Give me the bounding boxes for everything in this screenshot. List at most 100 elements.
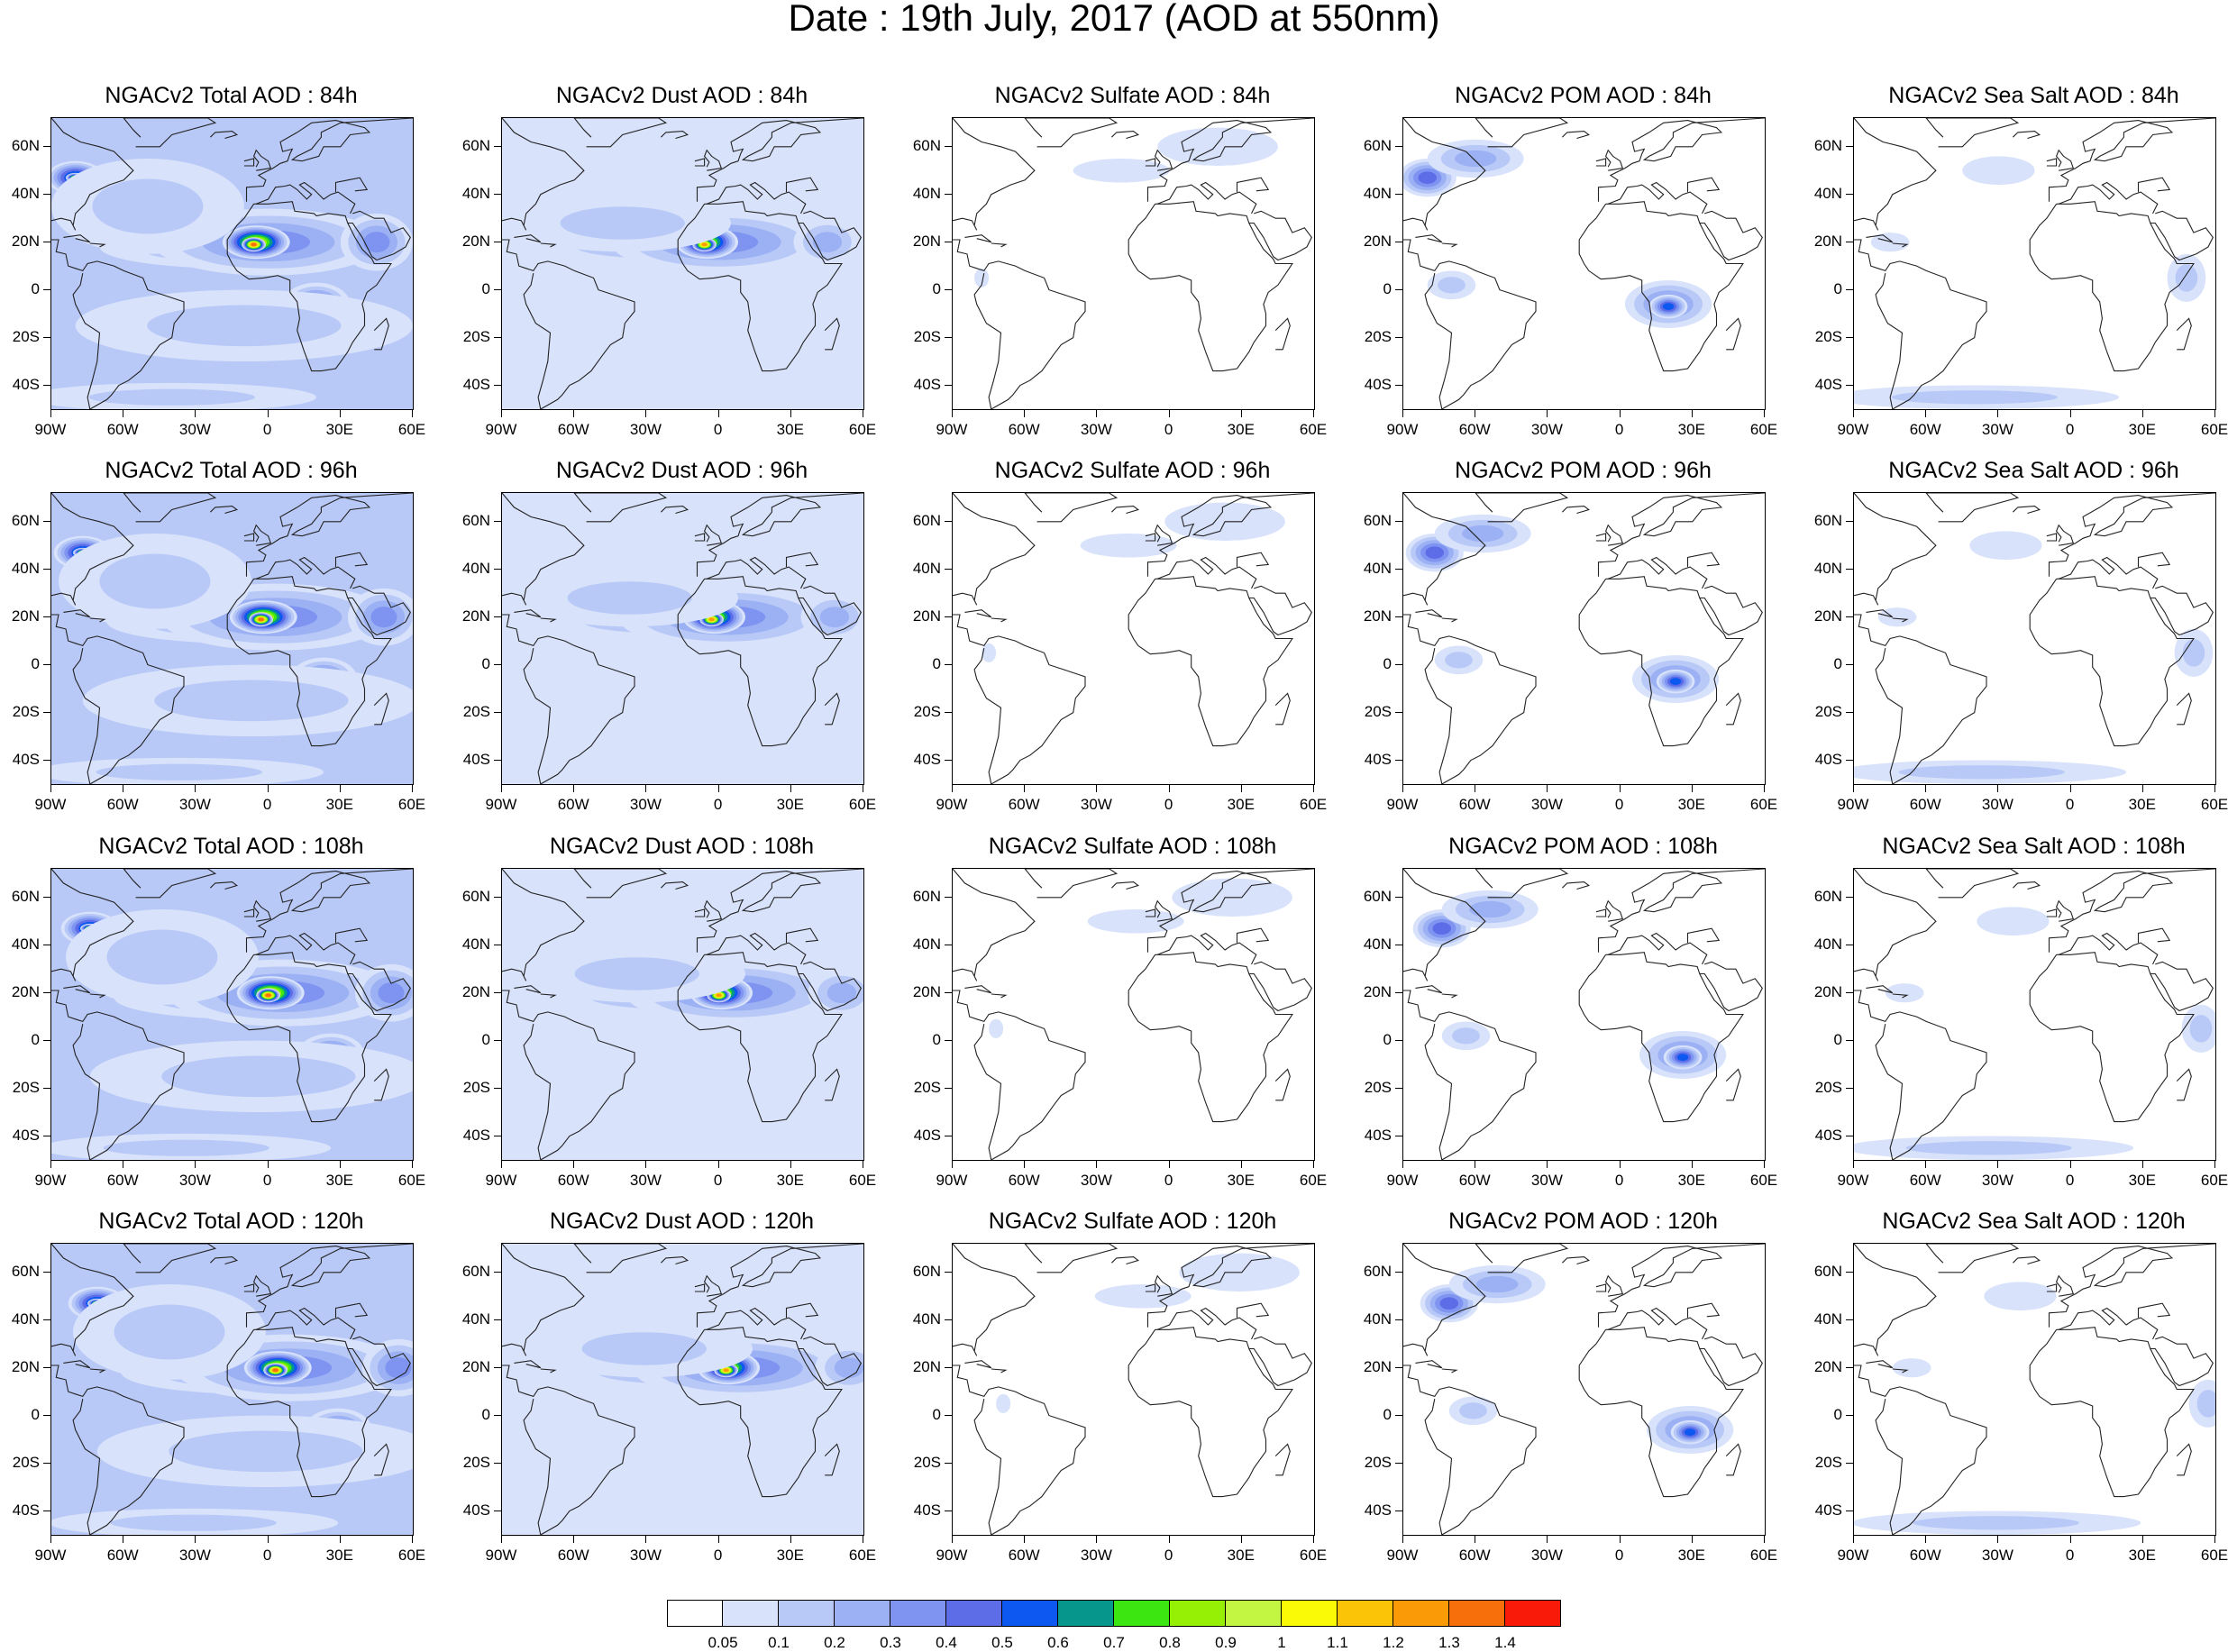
lon-tick [1764, 1161, 1765, 1168]
lon-label: 30W [629, 1547, 662, 1564]
lat-label: 20N [1363, 1357, 1392, 1375]
lat-label: 40N [11, 1310, 40, 1328]
lat-tick [494, 1271, 501, 1273]
map-area [1402, 117, 1766, 410]
lon-tick [2069, 785, 2071, 792]
lat-tick [1395, 991, 1402, 993]
colorbar-cell [835, 1600, 890, 1627]
coastline [1699, 585, 1763, 636]
lat-tick [945, 384, 952, 386]
coastline [2176, 1443, 2192, 1476]
coastline [1145, 158, 1156, 167]
lat-tick [494, 991, 501, 993]
lon-tick [412, 1536, 413, 1543]
colorbar-cell [1058, 1600, 1114, 1627]
lat-label: 60N [912, 511, 941, 529]
coastline [2176, 1068, 2192, 1101]
lon-tick [1997, 1536, 1999, 1543]
coastline [1111, 881, 1140, 890]
coastline [824, 692, 840, 726]
lat-tick [494, 568, 501, 570]
lon-label: 90W [34, 1547, 67, 1564]
lat-label: 20N [1813, 607, 1842, 625]
lon-label: 30W [1981, 421, 2013, 438]
aod-plume [812, 232, 843, 253]
lon-label: 90W [34, 1172, 67, 1189]
lon-label: 60W [1909, 796, 1941, 813]
lat-tick [1846, 896, 1853, 898]
aod-plume [96, 763, 262, 780]
lon-label: 60E [1749, 1547, 1778, 1564]
colorbar-label: 1.3 [1438, 1634, 1460, 1651]
lon-tick [1168, 410, 1170, 417]
lat-tick [43, 336, 50, 338]
coastline [51, 990, 185, 1160]
aod-plume [2175, 264, 2198, 292]
aod-plume [1676, 1054, 1689, 1062]
map-area [501, 1243, 864, 1536]
lon-label: 60W [1458, 1547, 1491, 1564]
coastline [1146, 493, 1314, 577]
lat-tick [945, 1366, 952, 1368]
lat-label: 0 [481, 1405, 490, 1423]
coastline [1111, 131, 1140, 140]
lat-tick [1395, 520, 1402, 522]
map-panel: NGACv2 Total AOD : 108h 60N 40N 20N 0 20S 40S 9… [12, 834, 425, 1189]
aod-plume [147, 305, 342, 347]
map-panel: NGACv2 Dust AOD : 108h 60N 40N 20N 0 20S 40S 90… [462, 834, 876, 1189]
aod-plume [1439, 1297, 1459, 1310]
coastline [2055, 1274, 2075, 1297]
lat-label: 40N [912, 184, 941, 202]
coastline [2150, 961, 2214, 1012]
aod-plume [1438, 277, 1466, 294]
lat-label: 20S [12, 327, 40, 345]
coastline [255, 932, 356, 965]
coastline [2046, 158, 2058, 167]
lat-label: 40N [461, 184, 490, 202]
lon-label: 90W [936, 1172, 968, 1189]
coastline [1578, 1327, 1744, 1498]
lon-tick [1313, 1536, 1314, 1543]
coastline [1248, 210, 1312, 261]
coastline [696, 869, 863, 953]
lon-label: 30E [1677, 421, 1705, 438]
lon-label: 30W [1080, 796, 1112, 813]
coastline [953, 493, 1036, 606]
aod-plume [1905, 1141, 2072, 1155]
coastline [210, 1256, 239, 1265]
coastline [1024, 118, 1119, 148]
lat-label: 0 [31, 1030, 40, 1048]
lon-label: 0 [1614, 796, 1624, 813]
coastline [1475, 493, 1569, 523]
coastline [1154, 149, 1173, 171]
coastline [953, 869, 1036, 981]
coastline [51, 1364, 185, 1535]
colorbar-label: 1.2 [1383, 1634, 1404, 1651]
colorbar-cell [723, 1600, 779, 1627]
lon-tick [1547, 410, 1548, 417]
coastline [1925, 869, 2020, 899]
colorbar-cell [1338, 1600, 1393, 1627]
lon-tick [952, 1161, 953, 1168]
coastline [953, 990, 1086, 1160]
aod-map-svg [953, 1244, 1314, 1535]
map-panel: NGACv2 Total AOD : 120h 60N 40N 20N 0 20S 40S 9… [12, 1209, 425, 1564]
lon-label: 60W [1458, 1172, 1491, 1189]
coastline [661, 506, 689, 515]
lat-tick [494, 1462, 501, 1464]
coastline [1578, 952, 1744, 1123]
coastline [373, 1443, 389, 1476]
lon-tick [573, 785, 575, 792]
coastline [785, 177, 819, 193]
lat-tick [43, 1414, 50, 1416]
lon-label: 30W [1080, 1172, 1112, 1189]
lon-tick [1096, 1161, 1098, 1168]
coastline [1415, 985, 1443, 994]
map-area [50, 117, 414, 410]
lat-label: 20N [11, 232, 40, 250]
coastline [1154, 1274, 1173, 1297]
lon-label: 30E [325, 1547, 353, 1564]
coastline [1562, 131, 1591, 140]
aod-plume [154, 680, 349, 722]
